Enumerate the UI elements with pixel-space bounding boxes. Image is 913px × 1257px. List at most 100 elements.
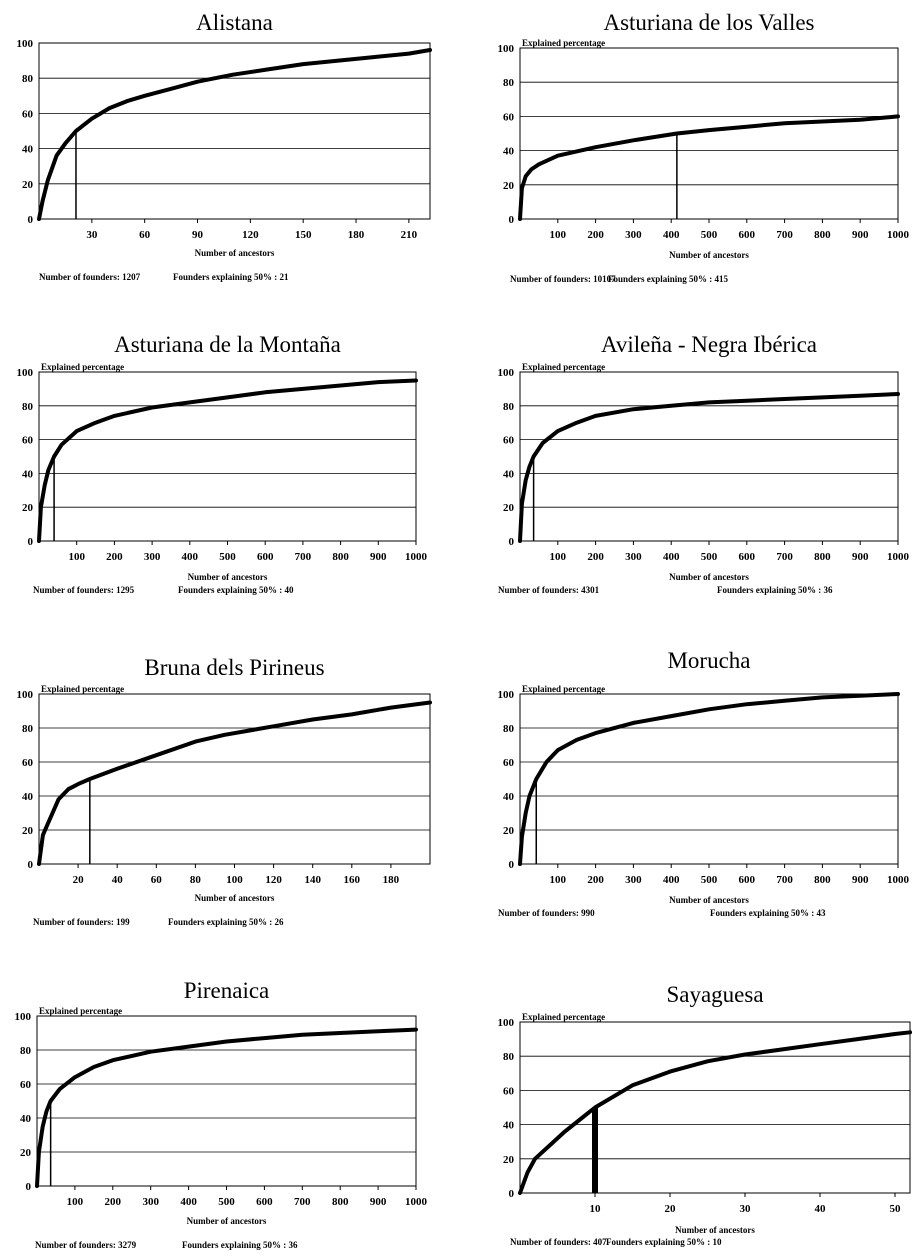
plot-frame: [519, 47, 899, 220]
y-axis-label: Explained percentage: [41, 362, 124, 372]
x-tick-label: 100: [550, 551, 567, 563]
x-tick-label: 800: [814, 551, 831, 563]
y-axis-label: Explained percentage: [522, 38, 605, 48]
footer-founders-50pct: Founders explaining 50% : 21: [173, 272, 289, 282]
footer-founders-50pct: Founders explaining 50% : 10: [606, 1237, 722, 1247]
footer-founders-50pct: Founders explaining 50% : 40: [178, 585, 294, 595]
x-tick-label: 600: [257, 551, 274, 563]
x-tick-label: 400: [182, 551, 199, 563]
x-tick-label: 140: [304, 874, 321, 886]
x-tick-label: 20: [73, 874, 85, 886]
x-axis-label: Number of ancestors: [195, 248, 275, 258]
chart-title: Asturiana de los Valles: [603, 10, 814, 35]
chart-title: Sayaguesa: [666, 982, 763, 1007]
explained-percentage-line: [518, 1030, 912, 1195]
y-tick-label: 0: [509, 859, 515, 871]
chart-panel-7: Pirenaica 0 20 40 60 80 100 Explained percentag…: [15, 978, 428, 1250]
y-tick-label: 60: [20, 1079, 32, 1091]
x-tick-label: 600: [256, 1196, 273, 1208]
y-tick-label: 80: [503, 1051, 515, 1063]
chart-title: Asturiana de la Montaña: [114, 332, 341, 357]
chart-title: Morucha: [667, 648, 750, 673]
footer-founders-50pct: Founders explaining 50% : 43: [710, 908, 826, 918]
x-tick-label: 300: [142, 1196, 159, 1208]
explained-percentage-line: [37, 48, 432, 221]
footer-founders: Number of founders: 4301: [498, 585, 600, 595]
y-tick-label: 60: [22, 108, 34, 120]
chart-title: Avileña - Negra Ibérica: [601, 332, 817, 357]
x-tick-label: 180: [383, 874, 400, 886]
y-tick-label: 60: [22, 757, 34, 769]
x-tick-label: 50: [890, 1203, 902, 1215]
y-axis-label: Explained percentage: [39, 1006, 122, 1016]
y-tick-label: 20: [503, 1154, 515, 1166]
x-tick-label: 500: [218, 1196, 235, 1208]
y-tick-label: 20: [503, 180, 515, 192]
x-tick-label: 800: [332, 551, 349, 563]
x-tick-label: 210: [401, 229, 418, 241]
x-tick-label: 300: [144, 551, 161, 563]
footer-founders: Number of founders: 199: [33, 917, 130, 927]
x-tick-label: 700: [776, 229, 793, 241]
x-tick-label: 600: [739, 229, 756, 241]
y-tick-label: 40: [20, 1113, 32, 1125]
x-tick-label: 900: [370, 551, 387, 563]
explained-percentage-line: [35, 1027, 418, 1188]
plot-frame: [519, 693, 899, 865]
x-tick-label: 600: [739, 551, 756, 563]
x-axis-label: Number of ancestors: [675, 1225, 755, 1235]
y-tick-label: 0: [28, 214, 34, 226]
x-tick-label: 100: [68, 551, 85, 563]
chart-panel-5: Bruna dels Pirineus 0 20 40 60 80 100 Explained…: [17, 655, 432, 927]
y-tick-label: 80: [22, 401, 34, 413]
x-axis-label: Number of ancestors: [669, 895, 749, 905]
y-tick-label: 0: [509, 214, 515, 226]
y-tick-label: 20: [20, 1147, 32, 1159]
x-tick-label: 100: [550, 229, 567, 241]
x-tick-label: 1000: [887, 229, 910, 241]
y-tick-label: 40: [503, 1120, 515, 1132]
y-tick-label: 20: [22, 502, 34, 514]
x-tick-label: 700: [295, 551, 312, 563]
y-tick-label: 20: [503, 502, 515, 514]
footer-founders-50pct: Founders explaining 50% : 26: [168, 917, 284, 927]
x-tick-label: 120: [265, 874, 282, 886]
x-axis-label: Number of ancestors: [195, 893, 275, 903]
x-tick-label: 150: [295, 229, 312, 241]
x-tick-label: 700: [776, 874, 793, 886]
x-tick-label: 90: [192, 229, 204, 241]
x-tick-label: 200: [106, 551, 123, 563]
x-tick-label: 300: [625, 229, 642, 241]
chart-panel-2: Asturiana de los Valles 0 20 40 60 80 100 Expla…: [498, 10, 910, 284]
y-tick-label: 100: [498, 1017, 515, 1029]
x-tick-label: 30: [740, 1203, 752, 1215]
y-tick-label: 100: [498, 43, 515, 55]
chart-panel-6: Morucha 0 20 40 60 80 100 Explained percentage 1…: [498, 648, 910, 918]
y-tick-label: 80: [503, 77, 515, 89]
x-tick-label: 700: [294, 1196, 311, 1208]
y-tick-label: 100: [498, 367, 515, 379]
y-tick-label: 100: [17, 38, 34, 50]
y-tick-label: 80: [503, 723, 515, 735]
footer-founders: Number of founders: 1295: [33, 585, 135, 595]
x-tick-label: 200: [105, 1196, 122, 1208]
footer-founders: Number of founders: 10107: [510, 274, 616, 284]
x-tick-label: 900: [852, 551, 869, 563]
x-tick-label: 400: [663, 874, 680, 886]
chart-panel-1: Alistana 0 20 40 60 80 100 30 60 90 120 150 180 210 Nu…: [17, 10, 432, 282]
y-tick-label: 40: [22, 144, 34, 156]
y-tick-label: 80: [22, 73, 34, 85]
x-tick-label: 100: [226, 874, 243, 886]
y-tick-label: 100: [17, 689, 34, 701]
x-tick-label: 120: [242, 229, 259, 241]
x-tick-label: 900: [370, 1196, 387, 1208]
x-tick-label: 60: [151, 874, 163, 886]
y-tick-label: 60: [22, 435, 34, 447]
y-tick-label: 100: [498, 689, 515, 701]
explained-percentage-line: [37, 378, 418, 543]
x-tick-label: 400: [663, 229, 680, 241]
x-tick-label: 60: [139, 229, 151, 241]
x-tick-label: 800: [814, 229, 831, 241]
y-tick-label: 80: [503, 401, 515, 413]
